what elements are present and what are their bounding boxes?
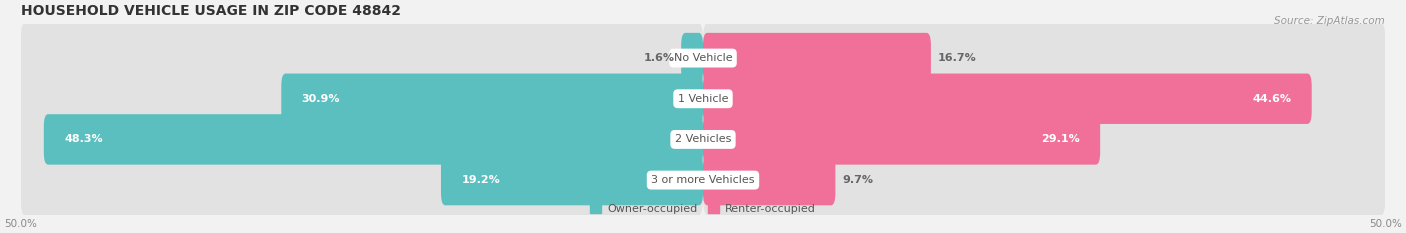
Text: No Vehicle: No Vehicle bbox=[673, 53, 733, 63]
FancyBboxPatch shape bbox=[44, 114, 703, 165]
Text: 19.2%: 19.2% bbox=[461, 175, 501, 185]
FancyBboxPatch shape bbox=[441, 155, 703, 205]
Text: 16.7%: 16.7% bbox=[938, 53, 977, 63]
FancyBboxPatch shape bbox=[21, 144, 703, 217]
FancyBboxPatch shape bbox=[703, 33, 931, 83]
FancyBboxPatch shape bbox=[703, 74, 1312, 124]
Text: 1.6%: 1.6% bbox=[644, 53, 675, 63]
FancyBboxPatch shape bbox=[281, 74, 703, 124]
Text: 3 or more Vehicles: 3 or more Vehicles bbox=[651, 175, 755, 185]
FancyBboxPatch shape bbox=[21, 103, 703, 176]
Text: HOUSEHOLD VEHICLE USAGE IN ZIP CODE 48842: HOUSEHOLD VEHICLE USAGE IN ZIP CODE 4884… bbox=[21, 4, 401, 18]
Text: 9.7%: 9.7% bbox=[842, 175, 873, 185]
Text: 1 Vehicle: 1 Vehicle bbox=[678, 94, 728, 104]
Text: 29.1%: 29.1% bbox=[1040, 134, 1080, 144]
FancyBboxPatch shape bbox=[21, 62, 703, 135]
FancyBboxPatch shape bbox=[703, 103, 1385, 176]
Text: 2 Vehicles: 2 Vehicles bbox=[675, 134, 731, 144]
FancyBboxPatch shape bbox=[703, 21, 1385, 95]
FancyBboxPatch shape bbox=[703, 114, 1099, 165]
Text: 48.3%: 48.3% bbox=[65, 134, 103, 144]
Text: Source: ZipAtlas.com: Source: ZipAtlas.com bbox=[1274, 16, 1385, 26]
FancyBboxPatch shape bbox=[21, 21, 703, 95]
Legend: Owner-occupied, Renter-occupied: Owner-occupied, Renter-occupied bbox=[586, 199, 820, 219]
FancyBboxPatch shape bbox=[703, 144, 1385, 217]
FancyBboxPatch shape bbox=[703, 155, 835, 205]
Text: 44.6%: 44.6% bbox=[1253, 94, 1291, 104]
FancyBboxPatch shape bbox=[703, 62, 1385, 135]
FancyBboxPatch shape bbox=[681, 33, 703, 83]
Text: 30.9%: 30.9% bbox=[302, 94, 340, 104]
